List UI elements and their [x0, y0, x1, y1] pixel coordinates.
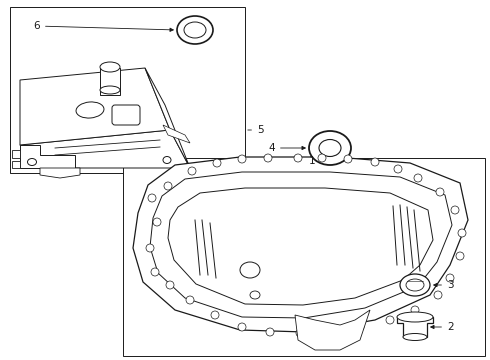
- Text: 6: 6: [33, 21, 173, 31]
- Ellipse shape: [344, 155, 352, 163]
- Text: 2: 2: [431, 322, 454, 332]
- Text: 3: 3: [434, 280, 454, 290]
- Polygon shape: [168, 188, 433, 305]
- Polygon shape: [12, 150, 20, 158]
- Polygon shape: [150, 172, 452, 318]
- Ellipse shape: [240, 262, 260, 278]
- Ellipse shape: [100, 86, 120, 94]
- Bar: [122, 158, 485, 356]
- Polygon shape: [145, 68, 190, 168]
- Ellipse shape: [411, 306, 419, 314]
- Ellipse shape: [318, 154, 326, 162]
- Ellipse shape: [294, 154, 302, 162]
- Ellipse shape: [163, 157, 171, 163]
- Polygon shape: [133, 157, 468, 332]
- Ellipse shape: [188, 167, 196, 175]
- Ellipse shape: [177, 16, 213, 44]
- Ellipse shape: [296, 329, 304, 337]
- Polygon shape: [295, 310, 370, 350]
- Ellipse shape: [394, 165, 402, 173]
- Polygon shape: [100, 68, 120, 95]
- Ellipse shape: [436, 188, 444, 196]
- Bar: [10, 7, 245, 173]
- FancyBboxPatch shape: [112, 105, 140, 125]
- Ellipse shape: [238, 155, 246, 163]
- Ellipse shape: [397, 312, 433, 322]
- Ellipse shape: [266, 328, 274, 336]
- Polygon shape: [397, 317, 433, 337]
- Ellipse shape: [151, 268, 159, 276]
- Ellipse shape: [456, 252, 464, 260]
- Ellipse shape: [414, 174, 422, 182]
- Text: 5: 5: [248, 125, 264, 135]
- Ellipse shape: [458, 229, 466, 237]
- Ellipse shape: [446, 274, 454, 282]
- Ellipse shape: [184, 22, 206, 38]
- Ellipse shape: [451, 206, 459, 214]
- Ellipse shape: [371, 158, 379, 166]
- Ellipse shape: [356, 323, 364, 331]
- Ellipse shape: [213, 159, 221, 167]
- Polygon shape: [20, 130, 190, 168]
- Ellipse shape: [76, 102, 104, 118]
- Ellipse shape: [100, 62, 120, 72]
- Polygon shape: [12, 161, 20, 168]
- Ellipse shape: [434, 291, 442, 299]
- Polygon shape: [40, 168, 80, 178]
- Polygon shape: [163, 125, 190, 143]
- Ellipse shape: [211, 311, 219, 319]
- Polygon shape: [20, 68, 170, 145]
- Text: 1: 1: [309, 156, 316, 166]
- Ellipse shape: [164, 182, 172, 190]
- Ellipse shape: [27, 158, 36, 166]
- Ellipse shape: [400, 274, 430, 296]
- Ellipse shape: [166, 281, 174, 289]
- Ellipse shape: [386, 316, 394, 324]
- Ellipse shape: [148, 194, 156, 202]
- Ellipse shape: [250, 291, 260, 299]
- Polygon shape: [20, 145, 75, 168]
- Ellipse shape: [319, 140, 341, 157]
- Ellipse shape: [146, 244, 154, 252]
- Ellipse shape: [326, 327, 334, 335]
- Text: 4: 4: [269, 143, 305, 153]
- Ellipse shape: [264, 154, 272, 162]
- Ellipse shape: [406, 279, 424, 291]
- Ellipse shape: [153, 218, 161, 226]
- Ellipse shape: [238, 323, 246, 331]
- Ellipse shape: [186, 296, 194, 304]
- Ellipse shape: [403, 333, 427, 341]
- Ellipse shape: [309, 131, 351, 165]
